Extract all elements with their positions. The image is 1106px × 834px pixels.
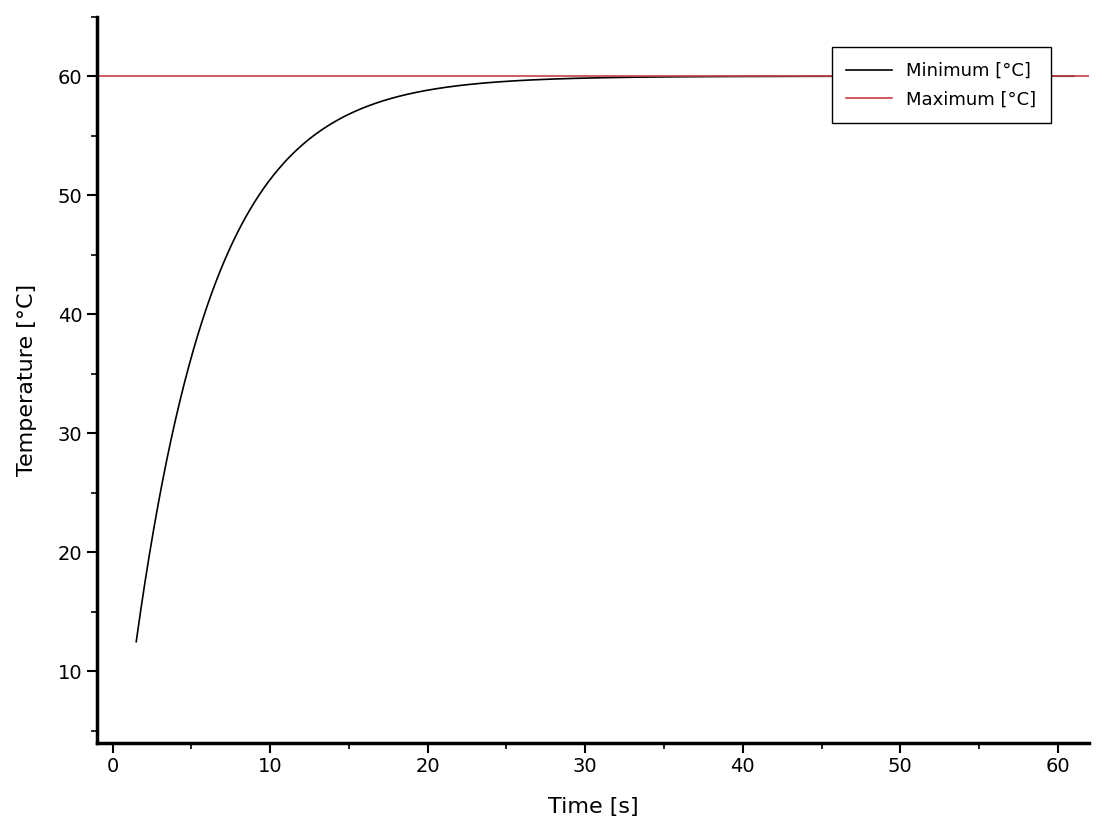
Minimum [°C] (948, 71, 961, 81)
Minimum [°C] (1067, 71, 1081, 81)
Minimum [°C] (530, 75, 543, 85)
Minimum [°C] (1048, 71, 1062, 81)
Maximum [°C] (122, 71, 135, 81)
Minimum [°C] (129, 636, 143, 646)
Minimum [°C] (292, 143, 305, 153)
Minimum [°C] (489, 77, 502, 87)
X-axis label: Time [s]: Time [s] (547, 797, 638, 817)
Minimum [°C] (237, 217, 250, 227)
Y-axis label: Temperature [°C]: Temperature [°C] (17, 284, 36, 476)
Line: Minimum [°C]: Minimum [°C] (136, 76, 1074, 641)
Legend: Minimum [°C], Maximum [°C]: Minimum [°C], Maximum [°C] (832, 48, 1051, 123)
Maximum [°C] (106, 71, 119, 81)
